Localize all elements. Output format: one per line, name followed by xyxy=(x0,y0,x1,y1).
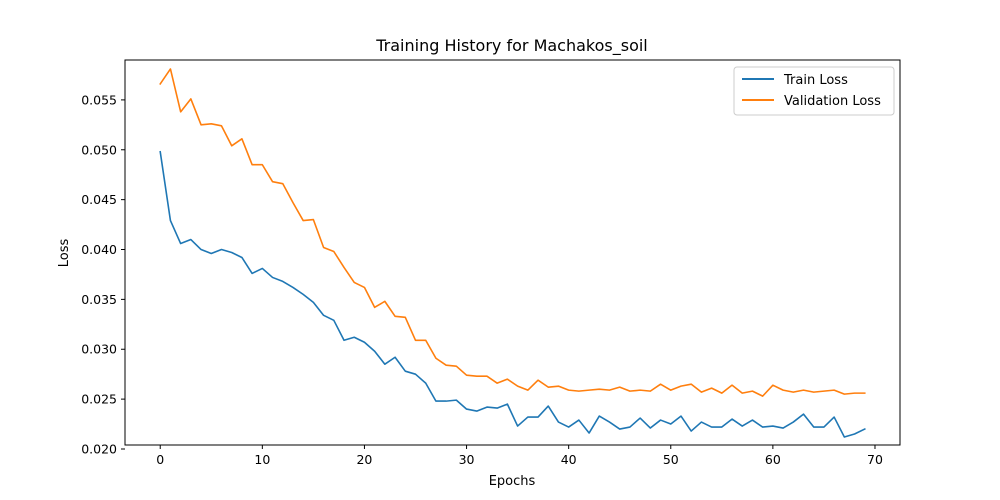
legend-label-train-loss: Train Loss xyxy=(783,73,848,88)
x-axis-ticks: 0 10 20 30 40 50 60 70 xyxy=(156,445,883,467)
x-tick-label: 10 xyxy=(254,452,270,467)
y-tick-label: 0.020 xyxy=(81,441,117,456)
x-tick-label: 60 xyxy=(765,452,781,467)
x-tick-label: 40 xyxy=(561,452,577,467)
x-tick-label: 70 xyxy=(867,452,883,467)
legend-label-validation-loss: Validation Loss xyxy=(784,94,881,109)
y-tick-label: 0.050 xyxy=(81,142,117,157)
y-tick-label: 0.025 xyxy=(81,392,117,407)
chart-title: Training History for Machakos_soil xyxy=(375,36,648,56)
x-axis-label: Epochs xyxy=(489,474,536,489)
y-axis-label: Loss xyxy=(57,239,72,268)
series-layer xyxy=(159,68,866,438)
plot-area-frame xyxy=(124,59,901,446)
series-line-train-loss xyxy=(159,150,866,438)
x-tick-label: 20 xyxy=(356,452,372,467)
x-tick-label: 30 xyxy=(459,452,475,467)
y-axis-ticks: 0.020 0.025 0.030 0.035 0.040 0.045 0.050 0.055 xyxy=(81,92,125,456)
legend: Train Loss Validation Loss xyxy=(733,66,895,116)
y-tick-label: 0.035 xyxy=(81,292,117,307)
y-tick-label: 0.045 xyxy=(81,192,117,207)
series-line-validation-loss xyxy=(159,68,866,397)
x-tick-label: 0 xyxy=(156,452,164,467)
y-tick-label: 0.055 xyxy=(81,92,117,107)
y-tick-label: 0.030 xyxy=(81,342,117,357)
y-tick-label: 0.040 xyxy=(81,242,117,257)
x-tick-label: 50 xyxy=(663,452,679,467)
